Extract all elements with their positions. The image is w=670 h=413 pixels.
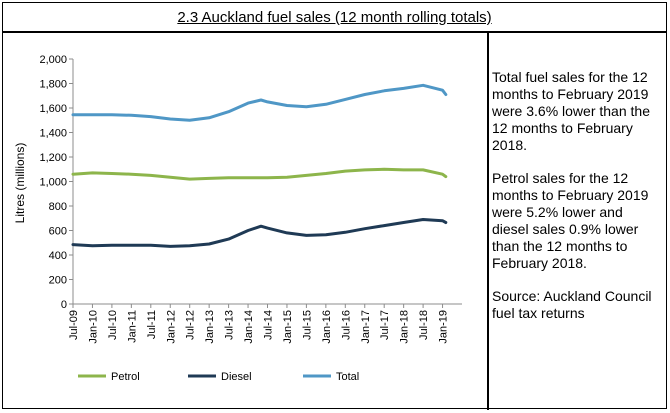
- panel-divider: [487, 33, 489, 410]
- x-tick-label: Jul-11: [146, 310, 158, 339]
- y-tick-label: 1,600: [39, 103, 67, 115]
- series-line-petrol: [71, 167, 448, 181]
- x-tick-labels: Jul-09 Jan-10 Jul-10 Jan-11 Jul-11 Jan-12 Jul-…: [68, 310, 450, 344]
- x-tick-label: Jan-19: [438, 310, 450, 344]
- x-tick-label: Jul-10: [107, 310, 119, 340]
- x-tick-label: Jan-12: [165, 310, 177, 344]
- legend-label-diesel: Diesel: [221, 371, 252, 383]
- x-tick-label: Jan-15: [282, 310, 294, 344]
- title-bar: 2.3 Auckland fuel sales (12 month rollin…: [3, 3, 666, 33]
- y-tick-label: 0: [61, 299, 67, 311]
- x-tick-label: Jul-18: [418, 310, 430, 340]
- chart-axes: [69, 58, 462, 308]
- y-tick-label: 1,400: [39, 128, 67, 140]
- legend-label-petrol: Petrol: [111, 371, 140, 383]
- y-tick-label: 1,200: [39, 152, 67, 164]
- series-line-total: [71, 83, 448, 122]
- x-tick-label: Jul-14: [263, 310, 275, 340]
- x-tick-label: Jan-17: [360, 310, 372, 344]
- x-tick-label: Jan-14: [243, 310, 255, 344]
- x-tick-label: Jan-11: [126, 310, 138, 343]
- x-tick-label: Jul-15: [301, 310, 313, 340]
- y-tick-label: 1,000: [39, 177, 67, 189]
- y-tick-labels: 0 200 400 600 800 1,000 1,200 1,400 1,600 1,800 2,…: [39, 54, 67, 311]
- y-tick-label: 600: [49, 226, 67, 238]
- y-tick-label: 200: [49, 275, 67, 287]
- x-tick-label: Jul-09: [68, 310, 80, 340]
- x-tick-label: Jul-12: [185, 310, 197, 340]
- x-tick-label: Jul-16: [340, 310, 352, 340]
- y-axis-title: Litres (millions): [13, 143, 27, 224]
- y-tick-label: 1,800: [39, 79, 67, 91]
- x-tick-label: Jul-17: [379, 310, 391, 340]
- series-line-diesel: [71, 218, 448, 248]
- x-tick-label: Jan-16: [321, 310, 333, 344]
- chart-series: [71, 83, 448, 248]
- line-chart: 0 200 400 600 800 1,000 1,200 1,400 1,600 1,800 2,…: [13, 54, 462, 383]
- y-tick-label: 400: [49, 250, 67, 262]
- y-tick-label: 2,000: [39, 54, 67, 66]
- commentary-panel: Total fuel sales for the 12 months to Fe…: [492, 69, 662, 338]
- y-tick-label: 800: [49, 201, 67, 213]
- source-note: Source: Auckland Council fuel tax return…: [492, 288, 652, 321]
- x-tick-label: Jan-18: [399, 310, 411, 344]
- x-tick-label: Jul-13: [224, 310, 236, 340]
- chart-legend: Petrol Diesel Total: [78, 371, 359, 383]
- x-tick-label: Jan-10: [87, 310, 99, 344]
- commentary-petrol-diesel: Petrol sales for the 12 months to Februa…: [492, 170, 649, 271]
- legend-label-total: Total: [336, 371, 359, 383]
- commentary-total: Total fuel sales for the 12 months to Fe…: [492, 69, 650, 153]
- chart-title: 2.3 Auckland fuel sales (12 month rollin…: [177, 9, 492, 26]
- x-tick-label: Jan-13: [204, 310, 216, 344]
